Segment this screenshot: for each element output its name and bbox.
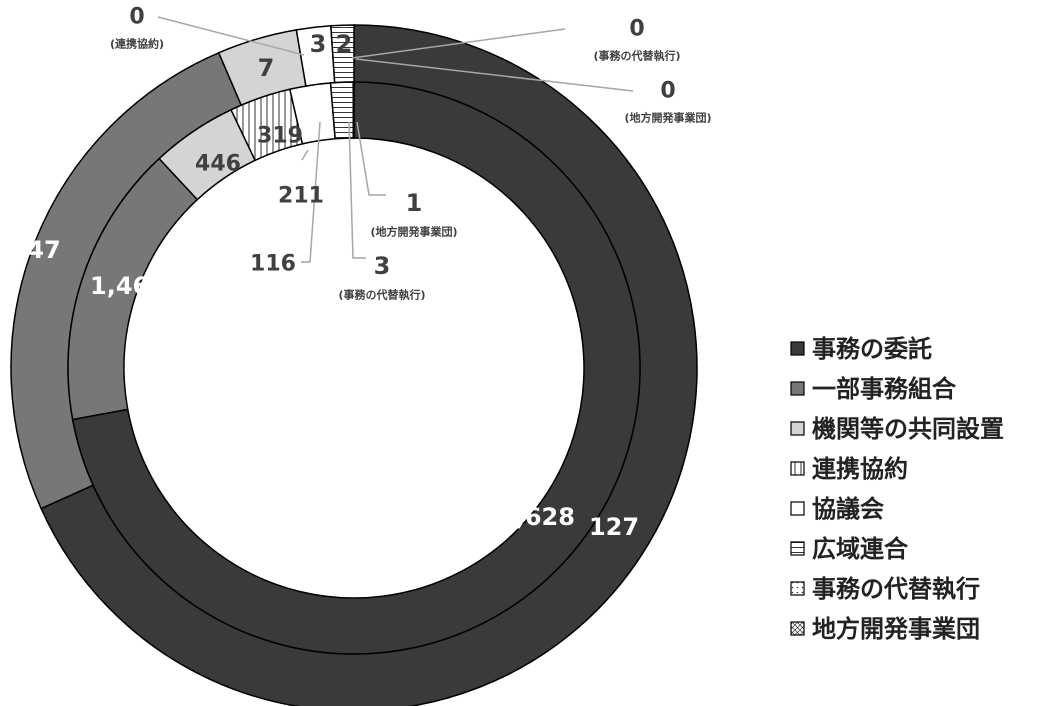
legend-swatch-ichibu-kumiai — [790, 381, 805, 396]
outer-label-renkei-kyoyaku-note: (連携協約) — [110, 37, 164, 51]
legend-label-koiki-rengo: 広域連合 — [812, 535, 909, 563]
legend-label-kyodo-secchi: 機関等の共同設置 — [812, 415, 1004, 443]
outer-label-renkei-kyoyaku: 0 — [129, 5, 144, 30]
inner-label-kaihatsu-jigyodan-note: (地方開発事業団) — [370, 225, 457, 239]
legend-swatch-koiki-rengo — [790, 541, 805, 556]
inner-ring — [67, 81, 641, 655]
outer-label-kaihatsu-jigyodan: 0 — [660, 79, 675, 104]
inner-label-kyodo-secchi: 446 — [195, 152, 241, 177]
legend-swatch-kyogikai — [790, 501, 805, 516]
inner-label-renkei-kyoyaku: 319 — [257, 124, 303, 149]
inner-label-ichibu-kumiai: 1,466 — [90, 272, 166, 300]
leader-line — [351, 28, 566, 59]
inner-label-koiki-rengo: 116 — [250, 252, 296, 277]
legend-label-kaihatsu-jigyodan: 地方開発事業団 — [812, 615, 980, 643]
legend-swatch-renkei-kyoyaku — [790, 461, 805, 476]
legend-swatch-daitai-shikko — [790, 581, 805, 596]
legend-swatch-itaku — [790, 341, 805, 356]
outer-label-daitai-shikko-note: (事務の代替執行) — [593, 49, 680, 63]
outer-label-kyogikai: 3 — [310, 30, 327, 58]
inner-label-daitai-shikko: 3 — [374, 252, 391, 280]
leader-line — [301, 149, 309, 161]
legend-swatch-kaihatsu-jigyodan — [790, 621, 805, 636]
legend-label-itaku: 事務の委託 — [812, 335, 932, 363]
outer-label-ichibu-kumiai: 47 — [27, 236, 60, 264]
inner-label-itaku: 6,628 — [499, 503, 575, 531]
outer-label-itaku: 127 — [589, 513, 639, 541]
outer-label-daitai-shikko: 0 — [629, 17, 644, 42]
leader-line — [348, 121, 366, 259]
leader-lines — [157, 16, 634, 263]
inner-label-kyogikai: 211 — [278, 184, 324, 209]
legend-label-renkei-kyoyaku: 連携協約 — [812, 455, 908, 483]
legend-label-ichibu-kumiai: 一部事務組合 — [812, 375, 957, 403]
legend-swatch-kyodo-secchi — [790, 421, 805, 436]
leader-line — [356, 121, 386, 196]
outer-label-koiki-rengo: 2 — [336, 30, 353, 58]
inner-slice-itaku — [71, 81, 641, 655]
legend: 事務の委託一部事務組合機関等の共同設置連携協約協議会広域連合事務の代替執行地方開… — [790, 335, 1004, 643]
outer-label-kyodo-secchi: 7 — [258, 54, 275, 82]
leader-line — [355, 58, 634, 92]
inner-label-daitai-shikko-note: (事務の代替執行) — [338, 288, 425, 302]
legend-label-kyogikai: 協議会 — [812, 495, 884, 523]
legend-label-daitai-shikko: 事務の代替執行 — [812, 575, 980, 603]
leader-line — [301, 121, 321, 263]
outer-label-kaihatsu-jigyodan-note: (地方開発事業団) — [624, 111, 711, 125]
leader-line — [157, 16, 305, 56]
inner-label-kaihatsu-jigyodan: 1 — [406, 189, 423, 217]
